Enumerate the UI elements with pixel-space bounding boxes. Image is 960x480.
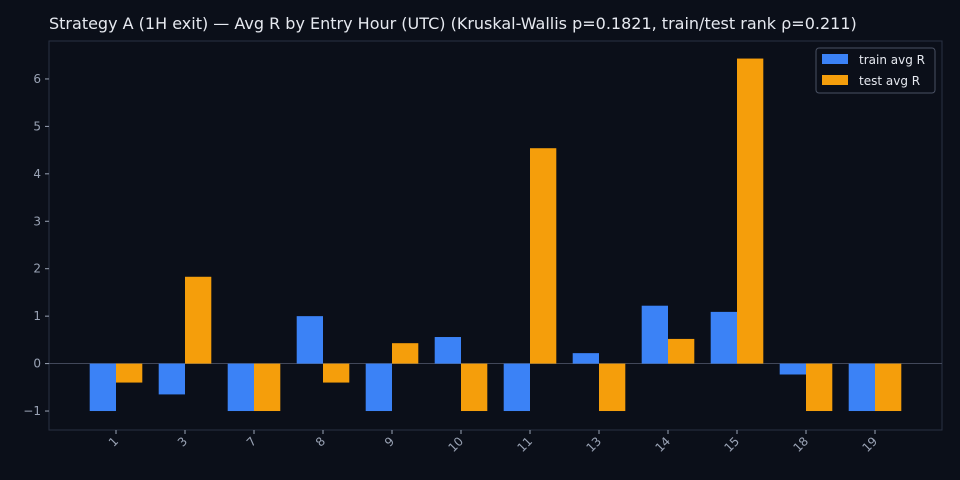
bar-train-hour-7 [227,363,254,412]
plot-area-frame [48,40,943,431]
bar-train-hour-13 [572,353,599,364]
bar-test-hour-15 [737,58,764,364]
x-tick-label: 7 [244,434,259,449]
legend: train avg R test avg R [815,47,936,94]
legend-label-train: train avg R [859,53,925,67]
bar-train-hour-9 [365,363,392,412]
x-tick-label: 8 [313,434,328,449]
bar-train-hour-8 [296,316,323,364]
bar-train-hour-1 [89,363,116,412]
bar-test-hour-18 [806,363,833,412]
y-tick-label: 2 [33,262,41,276]
bar-test-hour-1 [116,363,143,383]
y-tick-label: 4 [33,167,41,181]
legend-swatch-train [822,54,848,64]
bar-train-hour-11 [503,363,530,412]
x-tick-label: 13 [583,434,604,455]
bar-train-hour-3 [158,363,185,395]
x-tick-label: 18 [790,434,811,455]
bar-test-hour-7 [254,363,281,412]
y-tick-label: 1 [33,309,41,323]
x-tick-label: 1 [106,434,121,449]
x-tick-label: 10 [445,434,466,455]
x-tick-label: 3 [175,434,190,449]
bar-test-hour-3 [185,276,212,364]
y-tick-label: 0 [33,357,41,371]
bar-test-hour-10 [461,363,488,412]
chart-title: Strategy A (1H exit) — Avg R by Entry Ho… [49,14,857,33]
bar-test-hour-19 [875,363,902,412]
y-tick-label: −1 [23,404,41,418]
y-tick-label: 6 [33,72,41,86]
x-tick-label: 15 [721,434,742,455]
bar-test-hour-14 [668,338,695,364]
legend-swatch-test [822,75,848,85]
bar-test-hour-11 [530,148,557,364]
y-tick-label: 5 [33,119,41,133]
bar-test-hour-13 [599,363,626,412]
bar-train-hour-15 [710,311,737,364]
x-tick-label: 11 [514,434,535,455]
x-tick-label: 19 [859,434,880,455]
x-tick-label: 9 [382,434,397,449]
legend-label-test: test avg R [859,74,920,88]
bar-train-hour-10 [434,337,461,364]
bar-test-hour-9 [392,343,419,364]
bar-train-hour-18 [779,363,806,375]
x-tick-label: 14 [652,434,673,455]
bar-test-hour-8 [323,363,350,383]
bar-train-hour-14 [641,305,668,364]
bar-train-hour-19 [848,363,875,412]
y-tick-label: 3 [33,214,41,228]
